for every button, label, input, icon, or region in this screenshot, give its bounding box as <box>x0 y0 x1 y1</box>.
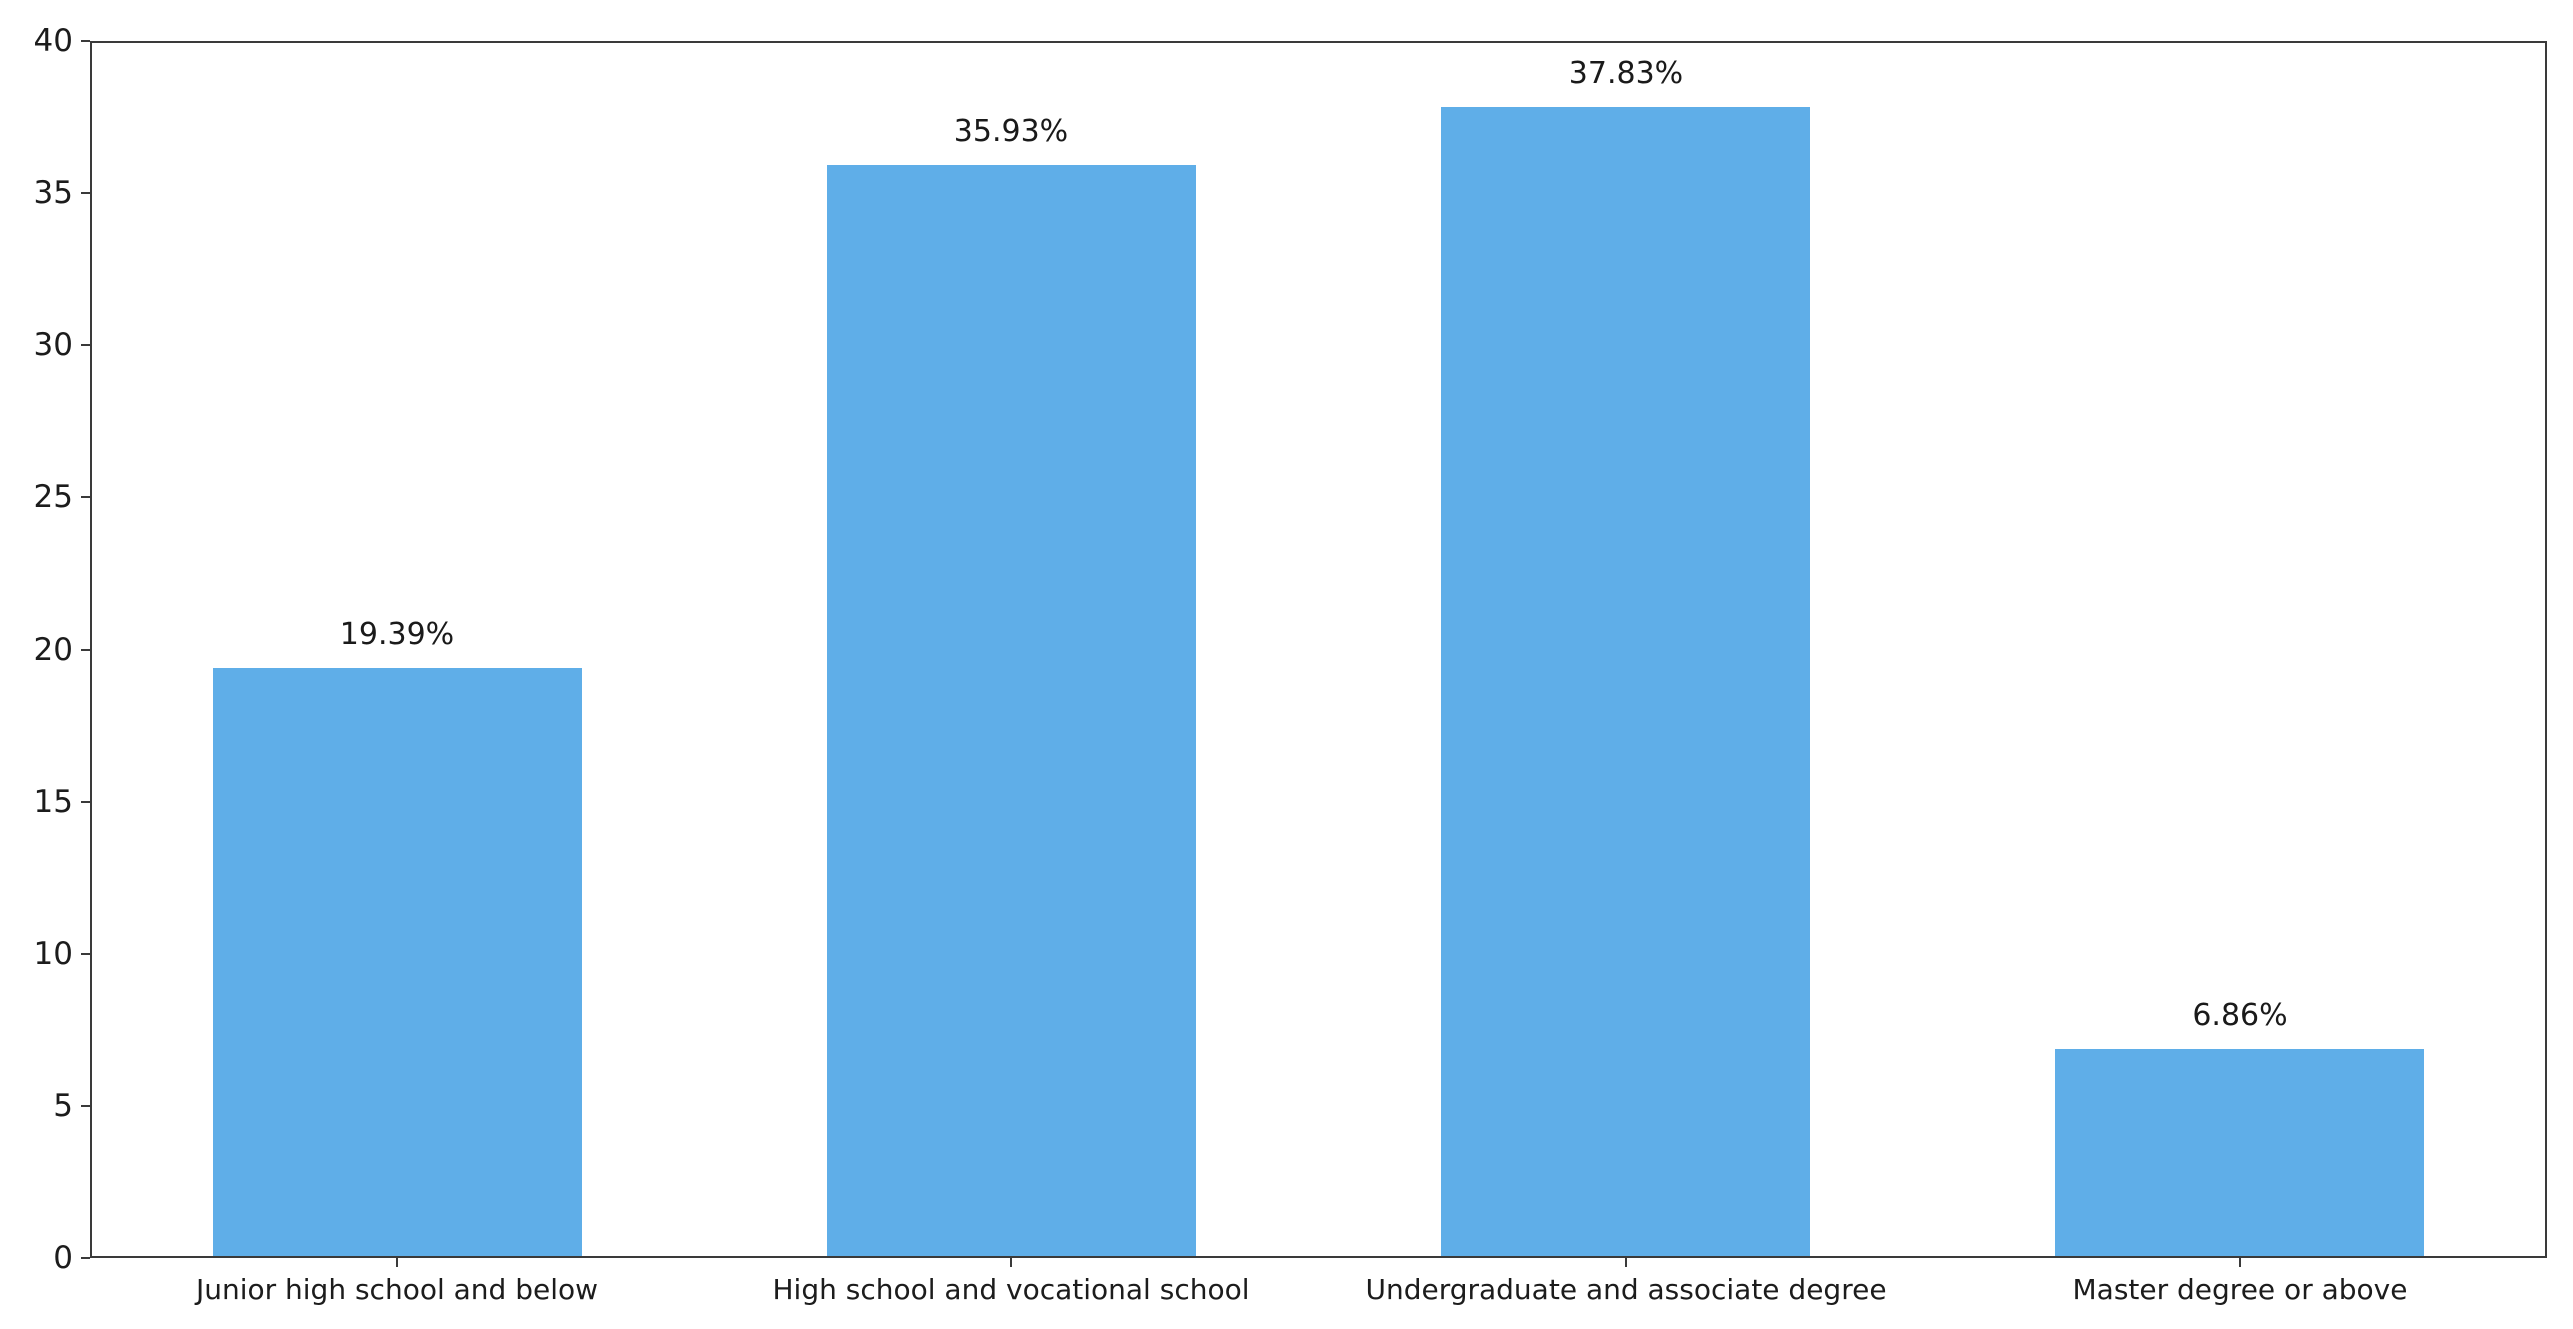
y-tick-label: 20 <box>33 631 73 668</box>
bar <box>827 165 1196 1256</box>
y-axis-tick <box>81 1104 90 1107</box>
x-axis-tick <box>1010 1258 1012 1267</box>
bar-value-label: 6.86% <box>2192 998 2288 1033</box>
bar-value-label: 35.93% <box>953 114 1069 149</box>
x-axis-tick <box>1625 1258 1627 1267</box>
y-axis-tick <box>81 192 90 195</box>
y-axis-tick <box>81 952 90 955</box>
x-axis-tick <box>2239 1258 2241 1267</box>
bar <box>213 668 582 1256</box>
y-axis-tick <box>81 1257 90 1259</box>
y-axis-tick <box>81 648 90 651</box>
y-axis-tick <box>81 40 90 42</box>
bar-value-label: 19.39% <box>339 617 455 652</box>
y-tick-label: 0 <box>53 1240 73 1276</box>
x-tick-label: Junior high school and below <box>195 1273 599 1306</box>
x-tick-label: Undergraduate and associate degree <box>1365 1273 1887 1306</box>
y-axis-tick <box>81 496 90 499</box>
x-tick-label: Master degree or above <box>2072 1273 2408 1306</box>
bar <box>2055 1049 2424 1256</box>
bar <box>1441 107 1810 1256</box>
y-tick-label: 25 <box>33 479 73 516</box>
y-tick-label: 5 <box>53 1087 73 1124</box>
bar-value-label: 37.83% <box>1568 56 1684 91</box>
y-axis-tick <box>81 344 90 347</box>
x-tick-label: High school and vocational school <box>772 1273 1250 1306</box>
y-tick-label: 30 <box>33 327 73 364</box>
y-axis-tick <box>81 800 90 803</box>
y-tick-label: 15 <box>33 783 73 820</box>
x-axis-tick <box>396 1258 398 1267</box>
y-tick-label: 35 <box>33 175 73 212</box>
y-tick-label: 10 <box>33 935 73 972</box>
y-tick-label: 40 <box>33 23 73 59</box>
